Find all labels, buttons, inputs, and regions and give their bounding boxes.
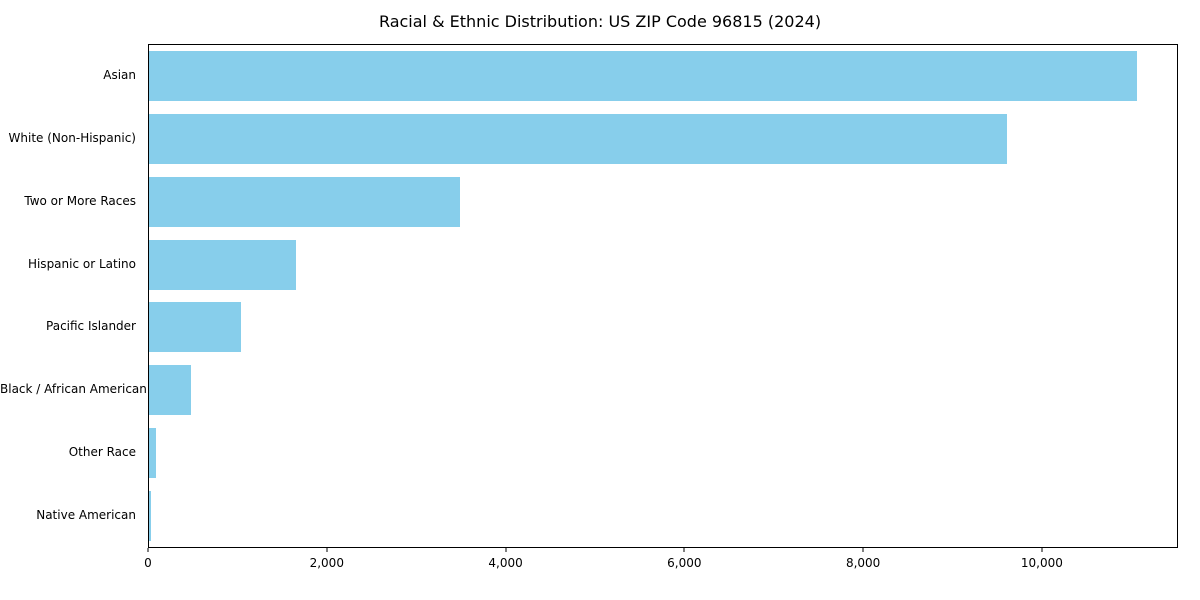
x-axis-tick-labels: 0 2,000 4,000 6,000 8,000 10,000 — [144, 548, 1178, 578]
x-tick-mark — [147, 548, 149, 552]
x-tick-label: 10,000 — [1020, 556, 1063, 570]
bar-black-african-american — [149, 365, 191, 416]
plot-area — [148, 44, 1178, 548]
x-tick-label: 8,000 — [845, 556, 881, 570]
y-tick-label: White (Non-Hispanic) — [8, 131, 136, 146]
x-tick-mark — [326, 548, 328, 552]
bar-row — [149, 302, 1177, 353]
bar-row — [149, 176, 1177, 227]
bar-pacific-islander — [149, 302, 242, 353]
bar-row — [149, 427, 1177, 478]
chart-title: Racial & Ethnic Distribution: US ZIP Cod… — [378, 12, 822, 31]
bar-asian — [149, 51, 1137, 102]
bar-row — [149, 51, 1177, 102]
bar-native-american — [149, 490, 152, 541]
y-tick-label: Pacific Islander — [46, 319, 136, 334]
bar-hispanic-or-latino — [149, 239, 297, 290]
y-tick-label: Two or More Races — [24, 193, 136, 208]
bar-row — [149, 490, 1177, 541]
x-tick-mark — [862, 548, 864, 552]
bar-row — [149, 365, 1177, 416]
x-tick-mark — [683, 548, 685, 552]
x-tick-mark — [505, 548, 507, 552]
bar-other-race — [149, 427, 157, 478]
bar-row — [149, 239, 1177, 290]
y-tick-label: Asian — [103, 68, 136, 83]
y-tick-label: Hispanic or Latino — [27, 256, 136, 271]
y-tick-label: Other Race — [68, 444, 136, 459]
bar-white-non-hispanic — [149, 114, 1008, 165]
bar-row — [149, 114, 1177, 165]
x-tick-label: 6,000 — [667, 556, 702, 570]
y-tick-label: Black / African American — [0, 382, 147, 397]
y-axis-tick-labels: Asian White (Non-Hispanic) Two or More Rac… — [0, 44, 147, 548]
x-tick-label: 2,000 — [309, 556, 344, 570]
y-tick-label: Native American — [36, 507, 136, 522]
x-tick-label: 0 — [144, 556, 152, 570]
bar-two-or-more-races — [149, 176, 461, 227]
x-tick-mark — [1041, 548, 1043, 552]
x-tick-label: 4,000 — [488, 556, 523, 570]
